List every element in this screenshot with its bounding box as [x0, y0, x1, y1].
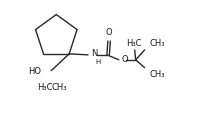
Text: H₃C: H₃C	[38, 82, 53, 92]
Text: CH₃: CH₃	[150, 39, 165, 48]
Text: N: N	[91, 49, 97, 58]
Text: CH₃: CH₃	[52, 82, 67, 92]
Text: HO: HO	[28, 67, 41, 76]
Text: H: H	[95, 59, 100, 65]
Text: O: O	[122, 55, 128, 64]
Text: H₃C: H₃C	[126, 39, 141, 48]
Text: CH₃: CH₃	[150, 70, 165, 79]
Text: O: O	[106, 28, 112, 37]
